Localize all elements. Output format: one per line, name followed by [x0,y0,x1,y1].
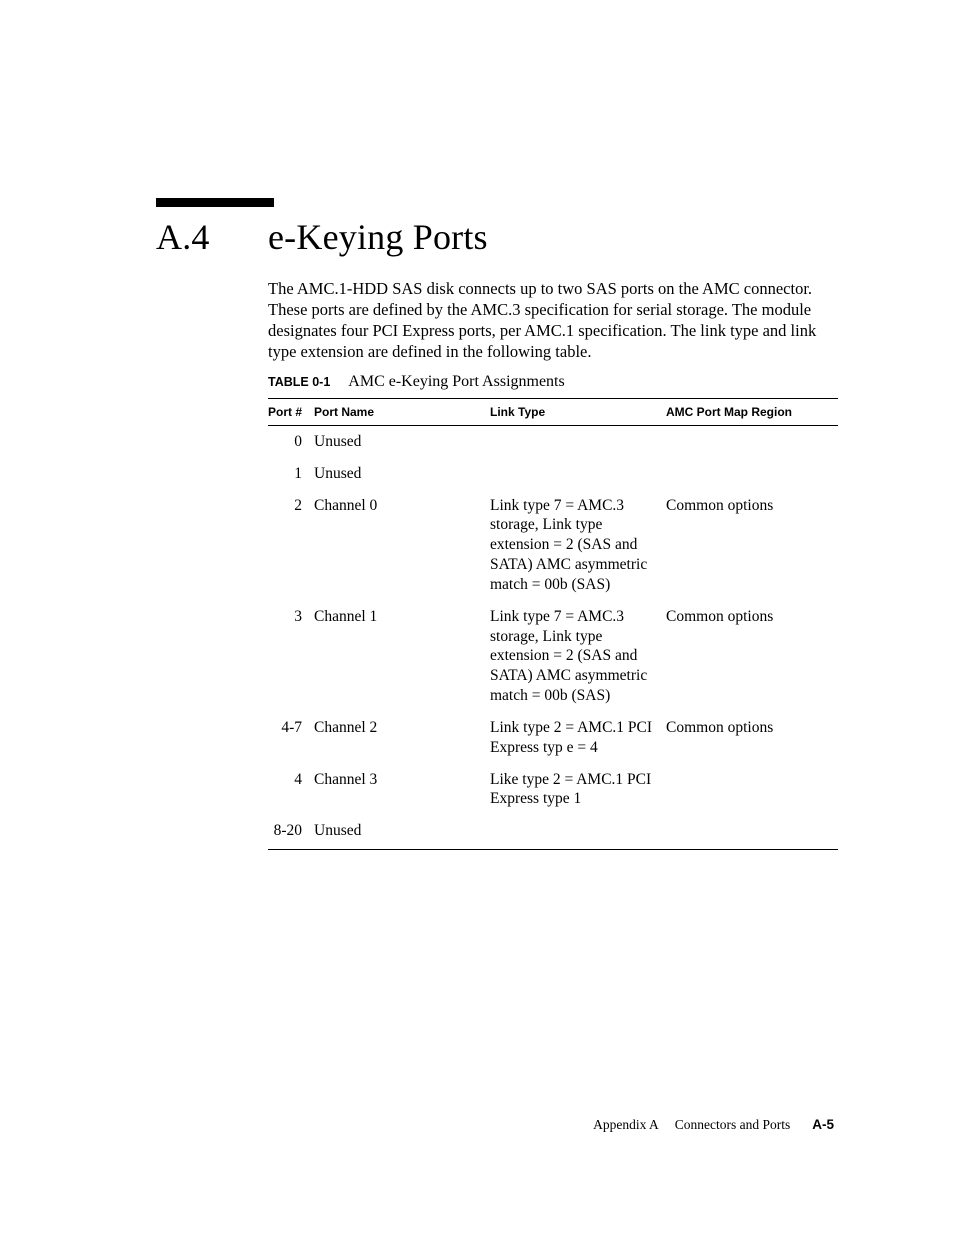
cell-port: 4 [268,764,314,816]
th-port: Port # [268,399,314,426]
cell-name: Channel 3 [314,764,490,816]
footer-title: Connectors and Ports [675,1117,791,1132]
cell-region [666,458,838,490]
cell-link: Link type 7 = AMC.3 storage, Link type e… [490,601,666,712]
cell-port: 2 [268,490,314,601]
table-row: 0 Unused [268,426,838,458]
table-header-row: Port # Port Name Link Type AMC Port Map … [268,399,838,426]
th-region: AMC Port Map Region [666,399,838,426]
table-row: 4-7 Channel 2 Link type 2 = AMC.1 PCI Ex… [268,712,838,764]
th-name: Port Name [314,399,490,426]
table-body: 0 Unused 1 Unused 2 Channel 0 Link type … [268,426,838,850]
cell-region [666,764,838,816]
cell-region: Common options [666,712,838,764]
section-title: e-Keying Ports [268,217,488,257]
cell-name: Channel 2 [314,712,490,764]
cell-name: Channel 1 [314,601,490,712]
cell-port: 8-20 [268,815,314,849]
cell-name: Unused [314,815,490,849]
table-caption-title: AMC e-Keying Port Assignments [348,373,564,390]
cell-region: Common options [666,490,838,601]
table-row: 4 Channel 3 Like type 2 = AMC.1 PCI Expr… [268,764,838,816]
table-row: 3 Channel 1 Link type 7 = AMC.3 storage,… [268,601,838,712]
page-footer: Appendix A Connectors and Ports A-5 [593,1117,834,1133]
cell-port: 0 [268,426,314,458]
cell-link: Link type 7 = AMC.3 storage, Link type e… [490,490,666,601]
page: A.4e-Keying Ports The AMC.1-HDD SAS disk… [0,0,954,1235]
cell-link [490,458,666,490]
cell-link [490,815,666,849]
cell-name: Unused [314,426,490,458]
cell-region: Common options [666,601,838,712]
section-number: A.4 [156,216,268,258]
cell-link [490,426,666,458]
port-table: Port # Port Name Link Type AMC Port Map … [268,398,838,850]
th-link: Link Type [490,399,666,426]
cell-link: Link type 2 = AMC.1 PCI Express typ e = … [490,712,666,764]
footer-appendix: Appendix A [593,1117,659,1132]
cell-region [666,815,838,849]
cell-port: 1 [268,458,314,490]
table-row: 2 Channel 0 Link type 7 = AMC.3 storage,… [268,490,838,601]
cell-region [666,426,838,458]
footer-page-number: A-5 [812,1117,834,1132]
table-caption: TABLE 0-1 AMC e-Keying Port Assignments [268,373,565,391]
section-rule [156,198,274,207]
cell-name: Unused [314,458,490,490]
section-heading: A.4e-Keying Ports [156,216,488,258]
intro-paragraph: The AMC.1-HDD SAS disk connects up to tw… [268,278,838,362]
cell-port: 3 [268,601,314,712]
table-row: 8-20 Unused [268,815,838,849]
table-row: 1 Unused [268,458,838,490]
cell-name: Channel 0 [314,490,490,601]
cell-link: Like type 2 = AMC.1 PCI Express type 1 [490,764,666,816]
cell-port: 4-7 [268,712,314,764]
table-caption-label: TABLE 0-1 [268,375,330,389]
